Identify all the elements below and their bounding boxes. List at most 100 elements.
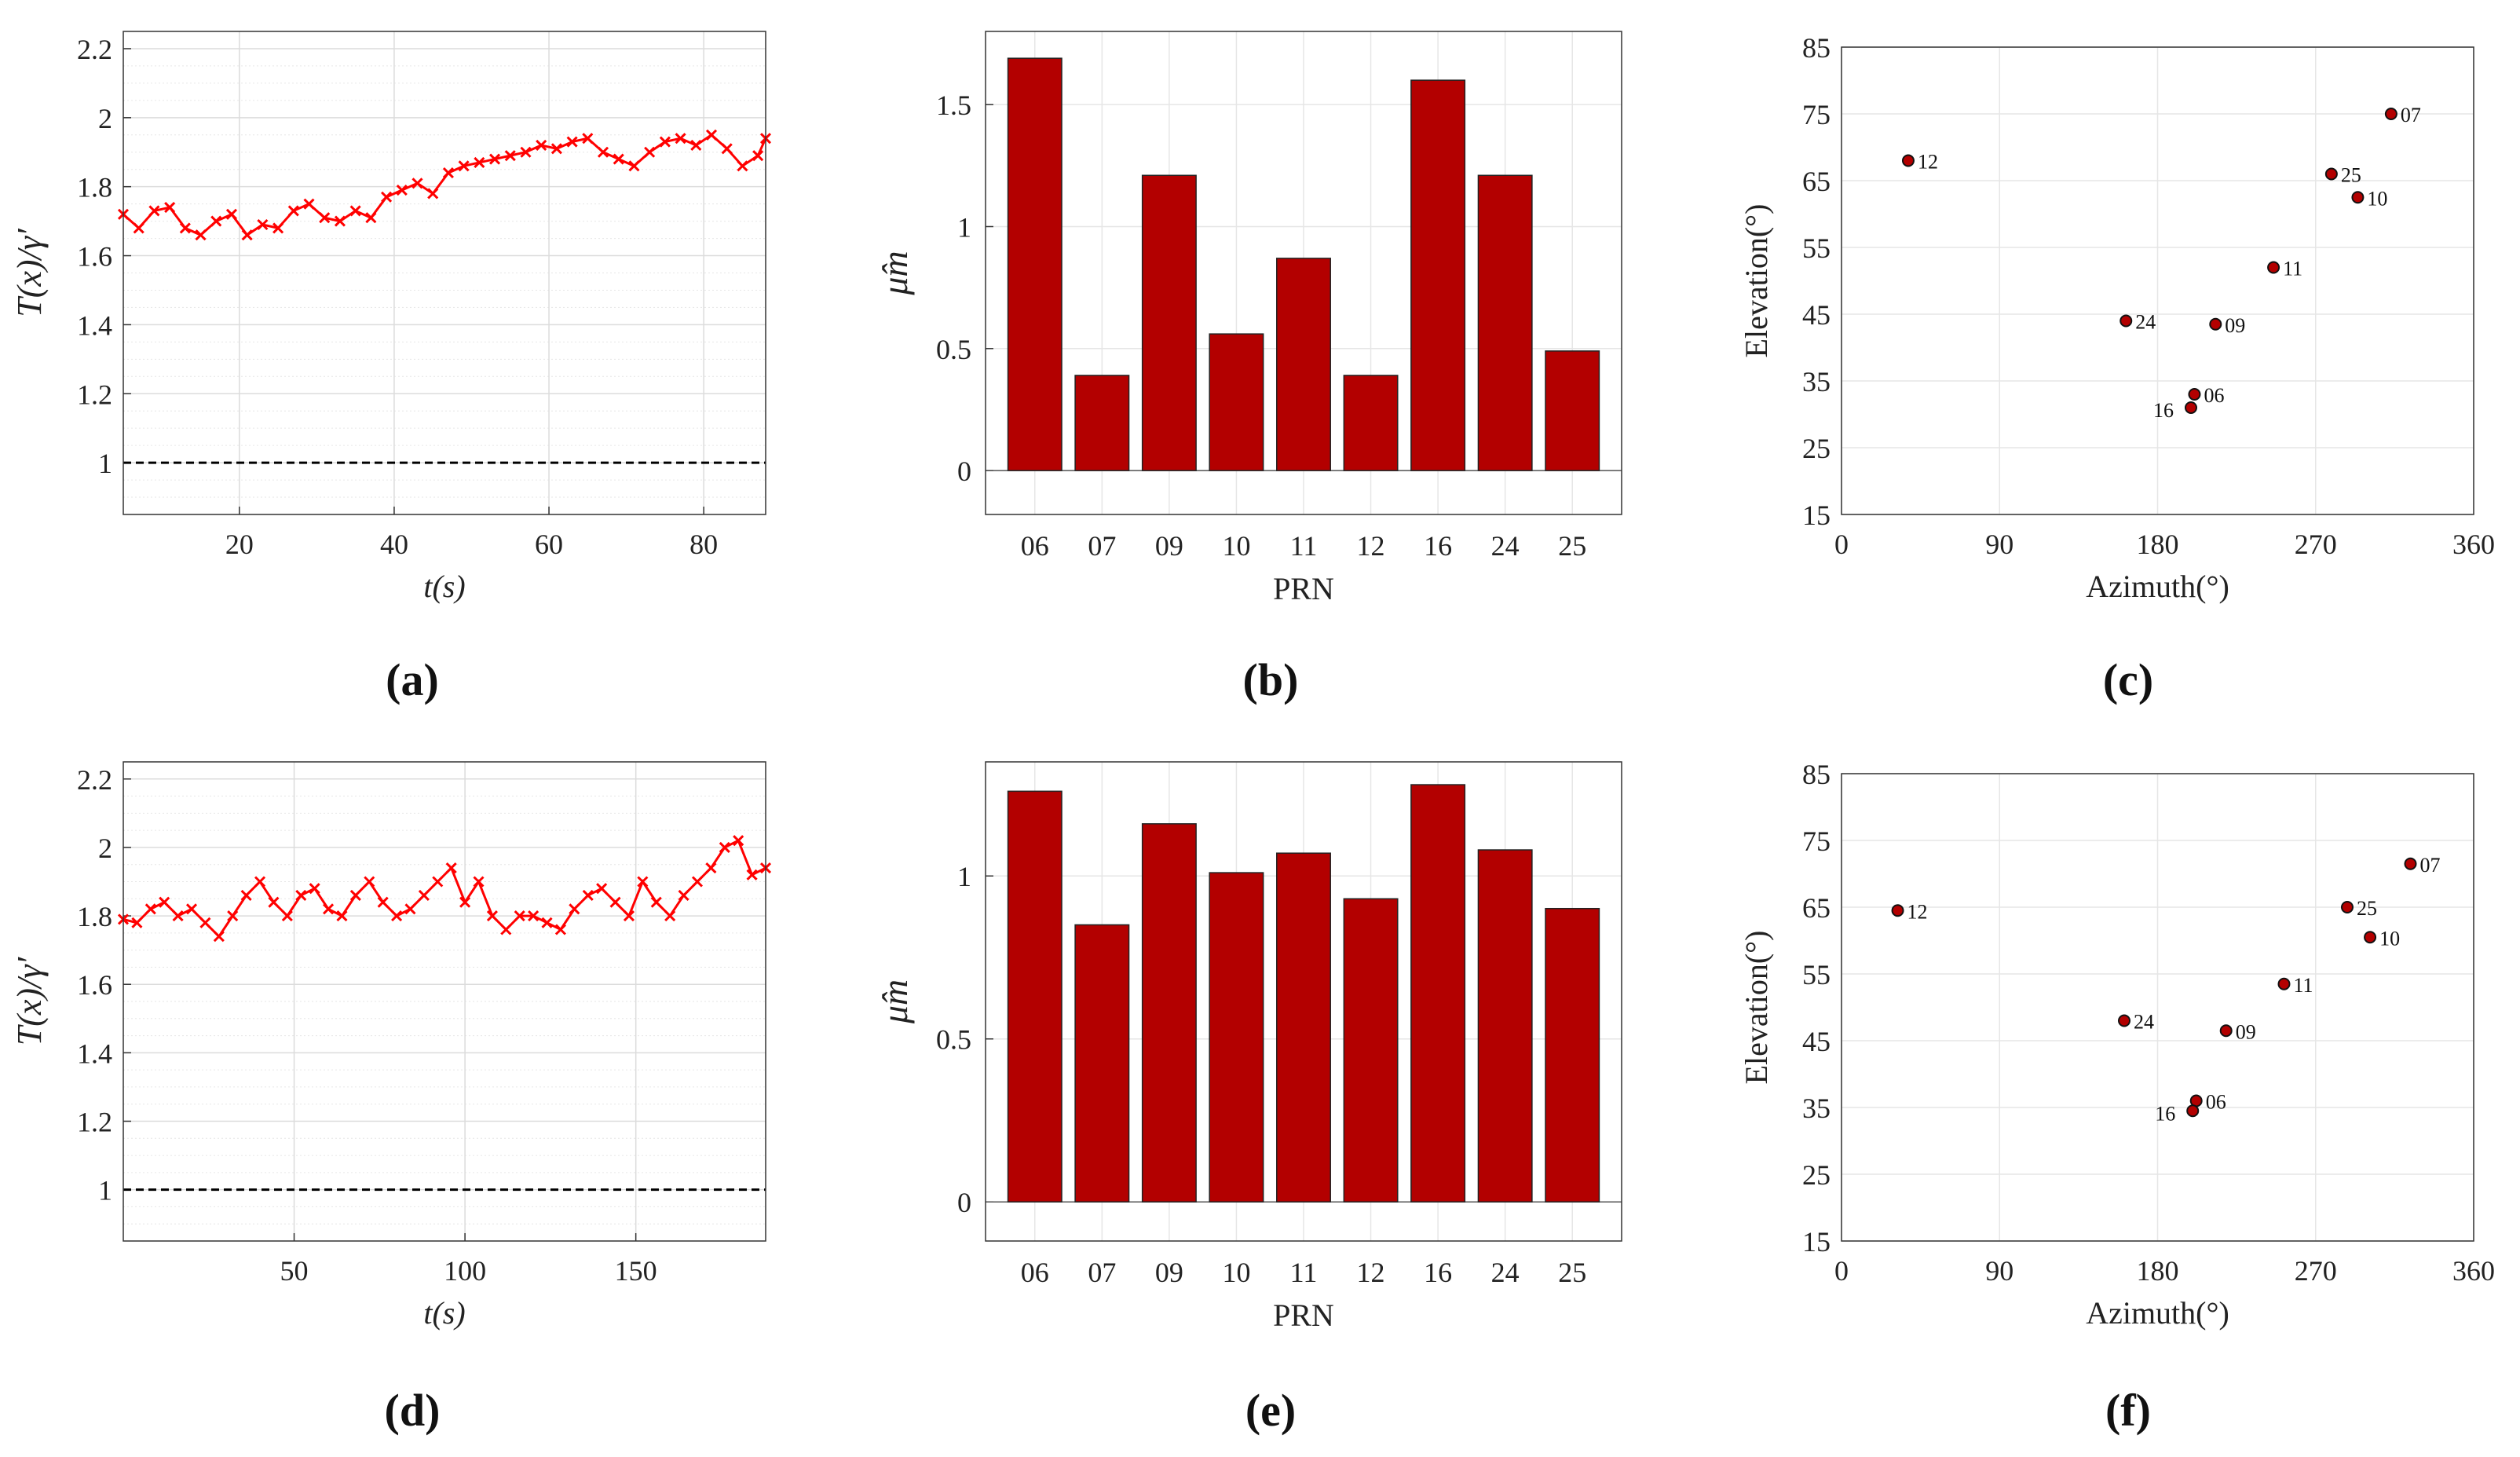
bar <box>1007 57 1062 471</box>
satellite-point <box>2120 314 2133 328</box>
plot-frame <box>985 761 1622 1242</box>
bar <box>1545 907 1600 1203</box>
data-point-marker <box>172 910 184 922</box>
data-point-marker <box>486 910 498 922</box>
bar-chart: 0 0.5 1 06 07 09 10 11 12 16 24 25 PRN μ̂m <box>875 761 1622 1333</box>
satellite-point <box>2118 1014 2131 1027</box>
data-point-marker <box>690 139 702 152</box>
y-tick-label: 0 <box>957 1187 971 1218</box>
point-label: 25 <box>2341 164 2361 187</box>
point-label: 24 <box>2134 1011 2154 1034</box>
data-point-marker <box>396 185 408 196</box>
data-point-marker <box>664 910 676 922</box>
x-tick-label: 360 <box>2452 529 2495 560</box>
data-point-marker <box>473 876 485 888</box>
data-point-marker <box>514 910 525 922</box>
panel-label: (e) <box>1245 1385 1296 1436</box>
bar <box>1007 790 1062 1203</box>
point-label: 11 <box>2283 258 2302 280</box>
data-point-marker <box>240 889 252 901</box>
x-tick-label: 09 <box>1155 1257 1183 1288</box>
x-tick-label: 11 <box>1290 1257 1318 1288</box>
plot-frame <box>985 31 1622 515</box>
data-point-marker <box>644 146 656 158</box>
data-point-marker <box>628 160 640 172</box>
data-point-marker <box>391 910 403 922</box>
data-point-marker <box>303 198 315 210</box>
y-tick-label: 2 <box>98 103 112 134</box>
point-label: 10 <box>2379 927 2400 950</box>
y-tick-label: 45 <box>1802 1026 1831 1057</box>
panel-label: (f) <box>2105 1385 2151 1436</box>
satellite-point <box>2188 388 2201 401</box>
x-tick-label: 25 <box>1558 530 1586 562</box>
point-label: 24 <box>2135 311 2156 334</box>
x-tick-label: 12 <box>1357 530 1385 562</box>
data-point-marker <box>737 160 748 172</box>
y-tick-label: 55 <box>1802 232 1831 264</box>
data-point-marker <box>164 201 176 214</box>
x-tick-label: 20 <box>225 529 254 560</box>
bar <box>1276 852 1331 1203</box>
point-label: 06 <box>2206 1091 2226 1114</box>
bar <box>1477 849 1533 1203</box>
plot-frame <box>1841 46 2474 515</box>
y-tick-label: 1 <box>98 448 112 479</box>
data-point-marker <box>334 215 346 227</box>
data-point-marker <box>257 218 269 231</box>
x-tick-label: 100 <box>444 1255 486 1287</box>
series-line <box>123 839 766 939</box>
y-tick-label: 15 <box>1802 1226 1831 1257</box>
series-line <box>123 133 767 237</box>
satellite-point <box>2184 401 2197 414</box>
point-label: 16 <box>2155 1102 2175 1125</box>
x-tick-label: 10 <box>1222 1257 1250 1288</box>
bar <box>1477 174 1533 471</box>
data-point-marker <box>225 208 238 220</box>
y-tick-label: 85 <box>1802 32 1831 64</box>
y-tick-label: 35 <box>1802 366 1831 397</box>
satellite-point <box>2277 977 2291 990</box>
panel-label: (d) <box>385 1385 441 1436</box>
bar <box>1141 823 1197 1203</box>
point-label: 12 <box>1907 900 1928 923</box>
y-tick-label: 55 <box>1802 959 1831 990</box>
y-tick-label: 2 <box>98 833 112 864</box>
data-point-marker <box>411 178 423 189</box>
y-tick-label: 25 <box>1802 1159 1831 1191</box>
satellite-point <box>2404 857 2417 870</box>
data-point-marker <box>488 153 501 165</box>
y-axis-label: T(x)/γ′ <box>10 228 49 317</box>
y-tick-label: 25 <box>1802 433 1831 464</box>
y-tick-label: 1.4 <box>77 309 112 341</box>
bar <box>1074 375 1130 471</box>
data-point-marker <box>582 133 594 145</box>
x-tick-label: 24 <box>1491 1257 1520 1288</box>
data-point-marker <box>185 903 198 915</box>
data-point-marker <box>199 917 211 928</box>
y-tick-label: 75 <box>1802 826 1831 857</box>
data-point-marker <box>474 156 485 168</box>
data-point-marker <box>365 212 377 224</box>
data-point-marker <box>195 229 207 241</box>
data-point-marker <box>500 924 512 935</box>
x-tick-label: 180 <box>2137 1255 2179 1287</box>
x-tick-label: 09 <box>1155 530 1183 562</box>
y-axis-label: μ̂m <box>875 251 915 295</box>
bar <box>1410 79 1466 471</box>
data-point-marker <box>637 876 649 888</box>
data-point-marker <box>569 903 580 915</box>
x-tick-label: 06 <box>1021 530 1049 562</box>
satellite-point <box>2384 108 2397 120</box>
point-label: 10 <box>2367 187 2387 210</box>
bar <box>1141 174 1197 471</box>
data-point-marker <box>678 889 689 901</box>
data-point-marker <box>213 931 225 943</box>
x-tick-label: 07 <box>1088 530 1116 562</box>
x-tick-label: 360 <box>2452 1255 2495 1287</box>
data-point-marker <box>323 903 335 915</box>
point-label: 07 <box>2401 104 2421 126</box>
point-label: 09 <box>2225 314 2245 337</box>
data-point-marker <box>227 910 239 922</box>
